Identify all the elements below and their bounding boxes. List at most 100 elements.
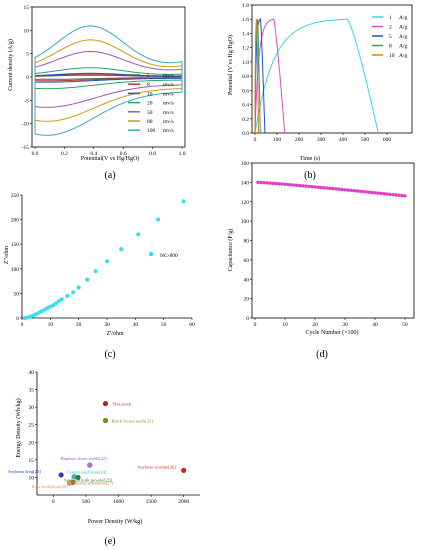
x-tick-label: 30 — [342, 322, 348, 328]
capacitance-point — [268, 181, 272, 185]
legend-rate: 8 — [147, 82, 150, 88]
y-tick-label: 0 — [26, 75, 29, 81]
capacitance-point — [328, 186, 332, 191]
capacitance-point — [334, 187, 338, 191]
panel-d-ylabel: Capacitance (F/g) — [227, 229, 234, 272]
panel-a-xlabel: Potential(V vs Hg/HgO) — [81, 155, 140, 162]
ragone-point — [181, 467, 187, 473]
x-tick-label: 20 — [312, 322, 318, 328]
capacitance-point — [262, 181, 266, 185]
y-tick-label: 25 — [29, 423, 35, 429]
y-tick-label: 1.2 — [242, 46, 249, 52]
panel-a-label: (a) — [104, 170, 115, 181]
legend-unit: mv/s — [163, 128, 174, 134]
x-tick-label: 600 — [383, 137, 392, 143]
y-tick-label: 1.6 — [242, 17, 249, 23]
ragone-point-label: This work — [112, 402, 131, 407]
capacitance-point — [385, 192, 389, 196]
y-tick-label: 35 — [29, 388, 35, 394]
capacitance-point — [313, 185, 317, 189]
legend-current: 10 — [389, 53, 395, 59]
plot-frame — [251, 4, 413, 134]
y-tick-label: 40 — [244, 277, 250, 283]
ragone-point-label: Rose multiflora[28] — [32, 484, 69, 489]
legend-rate: 100 — [147, 128, 156, 134]
y-tick-label: 5 — [26, 52, 29, 58]
legend-unit: A/g — [399, 34, 408, 40]
legend-current: 1 — [389, 15, 392, 21]
y-tick-label: 30 — [29, 405, 35, 411]
x-tick-label: 10 — [48, 322, 54, 328]
y-tick-label: 80 — [244, 239, 250, 245]
x-tick-label: 60 — [189, 322, 195, 328]
x-tick-label: 300 — [317, 137, 326, 143]
panel-b-gcd-curves: Potential (V vs Hg/HgO) Time (s) (b) 0 10… — [227, 3, 413, 181]
capacitance-point — [274, 181, 278, 186]
y-tick-label: 10 — [29, 475, 35, 481]
legend-current: 8 — [389, 44, 392, 50]
cv-loop-100 — [34, 25, 183, 136]
y-tick-label: 20 — [244, 297, 250, 303]
x-tick-label: 0 — [254, 322, 257, 328]
y-tick-label: 250 — [11, 193, 20, 199]
panel-d-xlabel: Cycle Number (×100) — [305, 329, 358, 336]
capacitance-point — [265, 181, 269, 185]
capacitance-point — [379, 191, 383, 196]
capacitance-point — [283, 182, 287, 187]
x-tick-label: 1500 — [146, 499, 157, 505]
nyquist-point — [51, 303, 56, 308]
capacitance-point — [364, 190, 368, 194]
x-tick-label: 1000 — [113, 499, 124, 505]
nyquist-point — [56, 299, 61, 304]
nyquist-point — [119, 247, 124, 252]
y-tick-label: -5 — [24, 98, 29, 104]
y-tick-label: 0.6 — [242, 88, 249, 94]
x-tick-label: 500 — [82, 499, 91, 505]
capacitance-point — [325, 186, 329, 190]
legend-unit: mv/s — [163, 110, 174, 116]
y-tick-label: 0.4 — [242, 103, 249, 109]
capacitance-point — [316, 185, 320, 189]
capacitance-point — [304, 184, 308, 188]
x-tick-label: 20 — [76, 322, 82, 328]
ragone-point — [87, 462, 93, 468]
legend-rate: 20 — [147, 101, 153, 107]
x-tick-label: 500 — [361, 137, 370, 143]
legend-unit: mv/s — [163, 91, 174, 97]
gcd-curve-10 — [254, 18, 259, 134]
capacitance-point — [310, 184, 314, 189]
capacitance-point — [340, 187, 344, 192]
y-tick-label: 1.8 — [242, 3, 249, 9]
x-tick-label: 0.8 — [149, 151, 156, 157]
capacitance-point — [388, 192, 392, 197]
y-tick-label: 1.0 — [242, 60, 249, 66]
ragone-point-label: Soybean residue[26] — [138, 464, 176, 469]
legend-unit: A/g — [399, 15, 408, 21]
ragone-point-label: Bamboo shoot shells[22] — [61, 456, 107, 461]
capacitance-point — [400, 193, 404, 198]
capacitance-point — [295, 183, 299, 188]
y-tick-label: -10 — [22, 122, 30, 128]
y-tick-label: 150 — [11, 242, 20, 248]
nyquist-point — [71, 290, 75, 295]
nyquist-point — [181, 199, 186, 204]
capacitance-point — [256, 180, 260, 185]
plot-frame — [251, 162, 415, 319]
x-tick-label: 0 — [254, 137, 257, 143]
panel-c-ylabel: Z''/ohm — [4, 246, 10, 264]
y-tick-label: 120 — [241, 200, 250, 206]
gcd-curve-1 — [254, 18, 379, 134]
panel-d-label: (d) — [316, 349, 328, 360]
x-tick-label: 100 — [273, 137, 282, 143]
y-tick-label: 10 — [24, 28, 30, 34]
capacitance-point — [403, 194, 407, 198]
x-tick-label: 40 — [372, 322, 378, 328]
y-tick-label: 60 — [244, 258, 250, 264]
nyquist-point — [59, 297, 64, 302]
legend-current: 2 — [389, 25, 392, 31]
x-tick-label: 200 — [295, 137, 304, 143]
x-tick-label: 50 — [402, 322, 408, 328]
y-tick-label: -15 — [22, 145, 30, 151]
x-tick-label: 0.6 — [120, 151, 127, 157]
